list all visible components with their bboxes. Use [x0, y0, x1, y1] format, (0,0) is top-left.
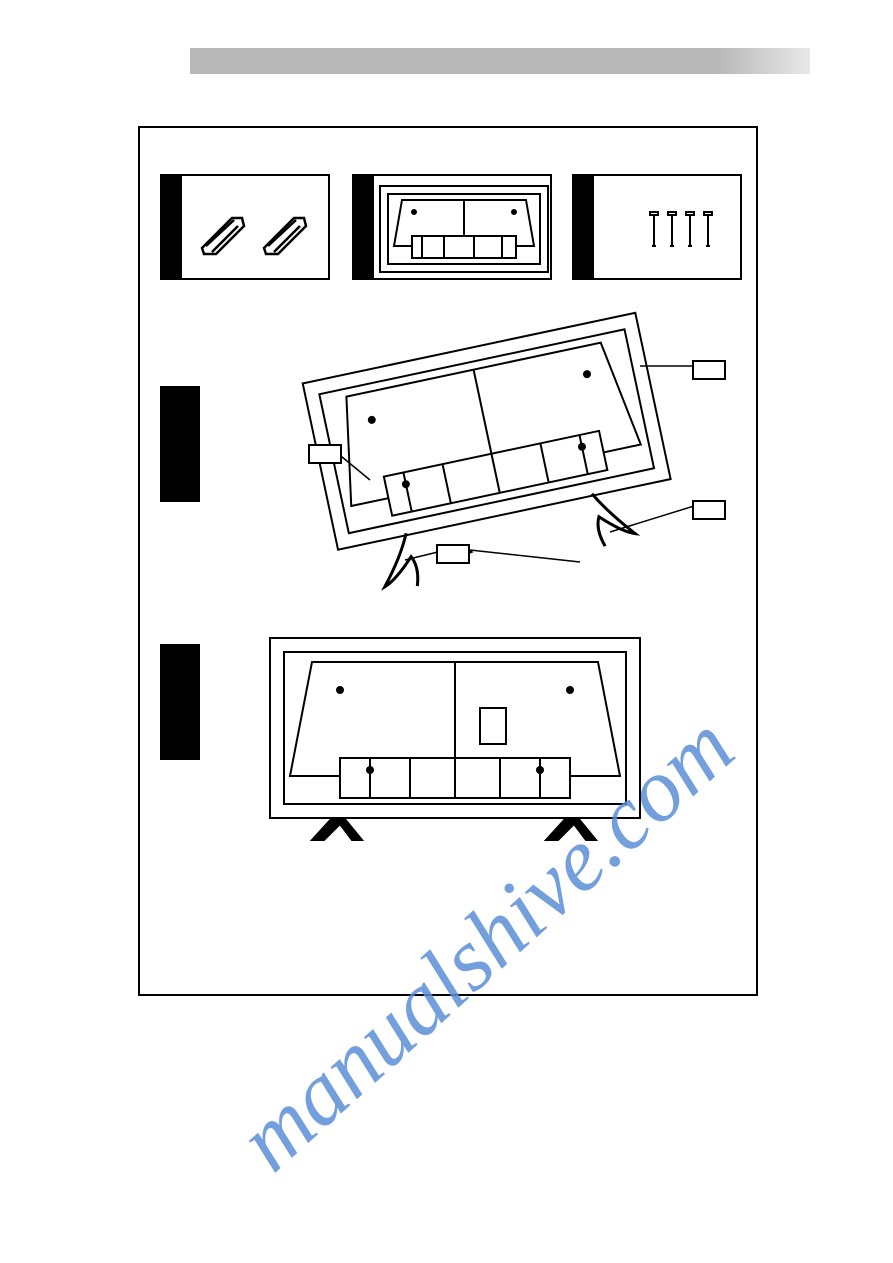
- panel-1-label: [162, 176, 182, 278]
- step-2-label: [160, 644, 200, 760]
- panel-2-tv-rear: [352, 174, 552, 280]
- panel-1-feet: [160, 174, 330, 280]
- panel-3-screws: [572, 174, 742, 280]
- callout-2: [692, 360, 726, 380]
- tv-rear-small-drawing: [374, 176, 554, 282]
- step2-tv-assembled: [240, 618, 670, 858]
- content-box: [138, 126, 758, 996]
- panel-3-label: [574, 176, 594, 278]
- feet-drawing: [182, 176, 332, 282]
- callout-1: [436, 544, 470, 564]
- header-bar: [190, 48, 810, 74]
- callout-3a: [308, 444, 342, 464]
- panel-2-label: [354, 176, 374, 278]
- callout-3b: [692, 500, 726, 520]
- step-1-label: [160, 386, 200, 502]
- screws-drawing: [594, 176, 744, 282]
